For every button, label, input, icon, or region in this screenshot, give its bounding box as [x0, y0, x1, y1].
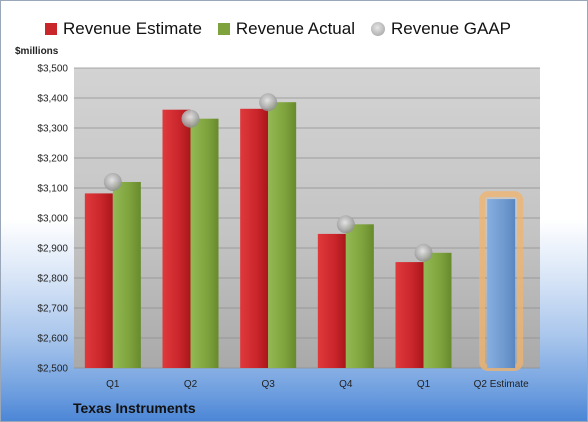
y-tick-label: $2,500: [37, 364, 68, 375]
bar-actual: [112, 182, 141, 368]
y-tick-label: $2,700: [37, 304, 68, 315]
legend: Revenue Estimate Revenue Actual Revenue …: [45, 18, 527, 40]
legend-swatch-actual: [217, 23, 230, 35]
y-tick-label: $2,900: [37, 244, 68, 255]
y-tick-label: $3,300: [37, 124, 68, 135]
bars: [84, 102, 524, 371]
unit-label: $millions: [15, 46, 59, 57]
bar-estimate: [84, 193, 113, 368]
legend-item-actual: Revenue Actual: [217, 19, 355, 39]
legend-item-gaap: Revenue GAAP: [371, 19, 511, 39]
gaap-marker: [259, 93, 278, 112]
bar-actual: [345, 224, 374, 368]
x-tick-label: Q2 Estimate: [474, 379, 529, 390]
y-tick-label: $3,100: [37, 184, 68, 195]
y-tick-label: $2,600: [37, 334, 68, 345]
bar-actual: [190, 118, 219, 368]
bar-estimate: [317, 233, 346, 368]
y-tick-label: $3,400: [37, 94, 68, 105]
legend-marker-gaap: [371, 22, 385, 36]
legend-label-estimate: Revenue Estimate: [63, 19, 202, 38]
gaap-markers: [103, 93, 433, 262]
y-tick-label: $2,800: [37, 274, 68, 285]
x-tick-label: Q1: [417, 379, 431, 390]
bar-estimate-projection: [487, 199, 516, 368]
bar-estimate: [162, 109, 191, 368]
gaap-marker: [414, 243, 433, 262]
legend-label-gaap: Revenue GAAP: [391, 19, 512, 38]
bar-estimate: [240, 108, 269, 369]
bar-estimate: [395, 262, 424, 368]
x-tick-label: Q2: [184, 379, 198, 390]
x-tick-label: Q1: [106, 379, 120, 390]
bar-actual: [423, 252, 452, 368]
bar-actual: [268, 102, 297, 368]
legend-swatch-estimate: [45, 23, 57, 35]
x-axis: Q1 Q2 Q3 Q4 Q1 Q2 Estimate: [106, 379, 529, 390]
gaap-marker: [181, 109, 200, 128]
y-tick-label: $3,000: [37, 214, 68, 225]
gaap-marker: [103, 173, 122, 191]
legend-label-actual: Revenue Actual: [235, 19, 355, 38]
grid-lines: [74, 67, 540, 369]
x-tick-label: Q4: [339, 379, 353, 390]
y-tick-label: $3,200: [37, 154, 68, 165]
gaap-marker: [336, 215, 355, 234]
y-axis: $2,500 $2,600 $2,700 $2,800 $2,900 $3,000 $3,1…: [37, 64, 68, 375]
company-name: Texas Instruments: [73, 400, 196, 416]
y-tick-label: $3,500: [37, 64, 68, 75]
x-tick-label: Q3: [261, 379, 275, 390]
legend-item-estimate: Revenue Estimate: [45, 19, 202, 39]
